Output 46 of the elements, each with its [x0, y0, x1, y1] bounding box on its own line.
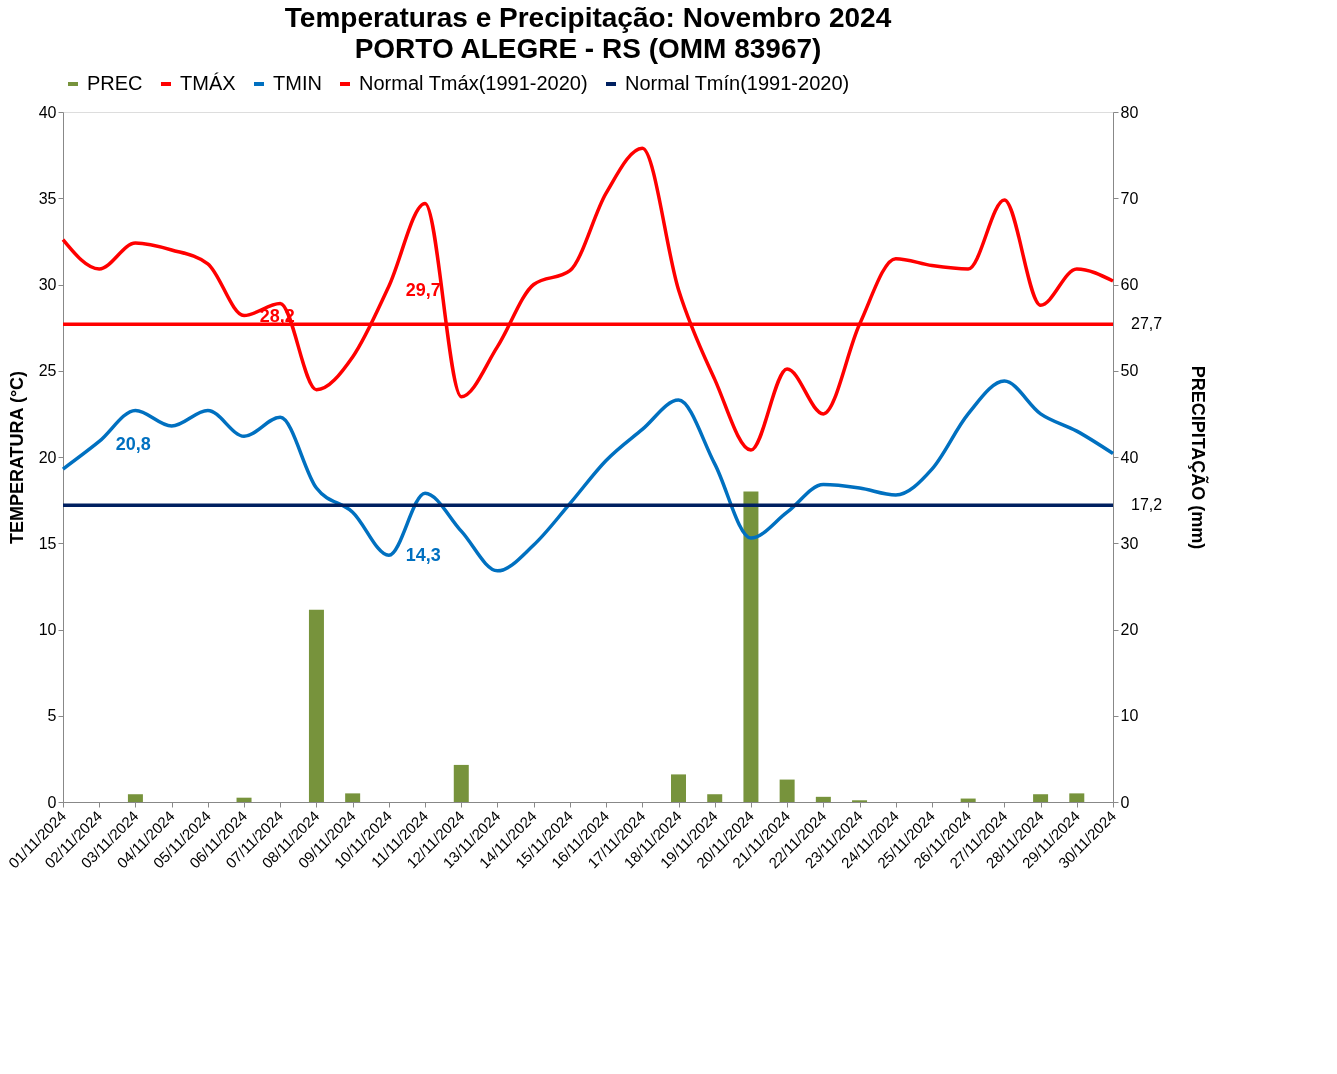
y-tick-label: 30 [38, 276, 57, 293]
line-series [61, 379, 1115, 573]
chart-subtitle: PORTO ALEGRE - RS (OMM 83967) [354, 33, 822, 64]
legend-label: Normal Tmáx(1991-2020) [359, 72, 588, 94]
y2-tick-label: 50 [1120, 362, 1139, 380]
y-tick-label: 10 [38, 621, 57, 638]
bar [779, 779, 795, 802]
y-tick-label: 20 [38, 448, 57, 466]
y-tick-label: 35 [38, 189, 57, 207]
y-tick-label: 5 [47, 707, 57, 725]
annotation: 27,7 [1131, 315, 1163, 333]
bar [707, 794, 723, 802]
annotation: 14,3 [405, 545, 441, 566]
y2-tick-label: 80 [1120, 103, 1139, 121]
y-tick-label: 15 [38, 534, 57, 552]
annotation: 20,8 [115, 433, 151, 454]
bar [1069, 793, 1085, 802]
y-tick-label: 0 [47, 793, 57, 811]
y2-tick-label: 20 [1120, 621, 1139, 638]
bar [308, 609, 324, 802]
legend-label: Normal Tmín(1991-2020) [625, 72, 850, 94]
y2-tick-label: 40 [1120, 448, 1139, 466]
bar [127, 794, 143, 802]
y2-tick-label: 10 [1120, 707, 1139, 725]
y-axis-title: TEMPERATURA (°C) [6, 370, 27, 545]
bar [345, 793, 361, 802]
y2-tick-label: 60 [1120, 276, 1139, 293]
bar [743, 491, 759, 802]
legend-label: TMIN [273, 72, 322, 94]
bar [671, 774, 687, 802]
y-tick-label: 40 [38, 103, 57, 121]
annotation: 17,2 [1131, 496, 1163, 514]
bar [1033, 794, 1049, 802]
bar [453, 764, 469, 802]
bar [236, 797, 252, 802]
annotation: 29,7 [405, 279, 441, 300]
bar [815, 796, 831, 802]
legend-label: TMÁX [180, 72, 236, 94]
y-tick-label: 25 [38, 362, 57, 380]
line-series [61, 146, 1115, 452]
y2-tick-label: 30 [1120, 534, 1139, 552]
y2-tick-label: 70 [1120, 189, 1139, 207]
chart-title: Temperaturas e Precipitação: Novembro 2024 [284, 2, 892, 33]
y2-axis-title: PRECIPITAÇÃO (mm) [1188, 365, 1210, 550]
legend-label: PREC [87, 72, 143, 94]
y2-tick-label: 0 [1120, 793, 1130, 811]
